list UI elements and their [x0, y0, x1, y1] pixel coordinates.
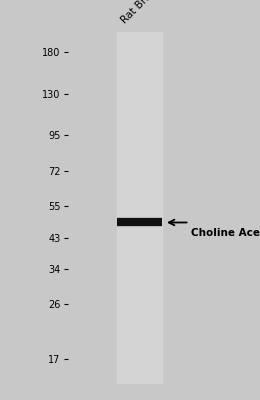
Text: Rat Brain: Rat Brain	[119, 0, 160, 25]
Bar	[68, 32, 250, 384]
Bar	[117, 32, 162, 384]
Text: Choline Acetyltransferase: Choline Acetyltransferase	[191, 228, 260, 238]
